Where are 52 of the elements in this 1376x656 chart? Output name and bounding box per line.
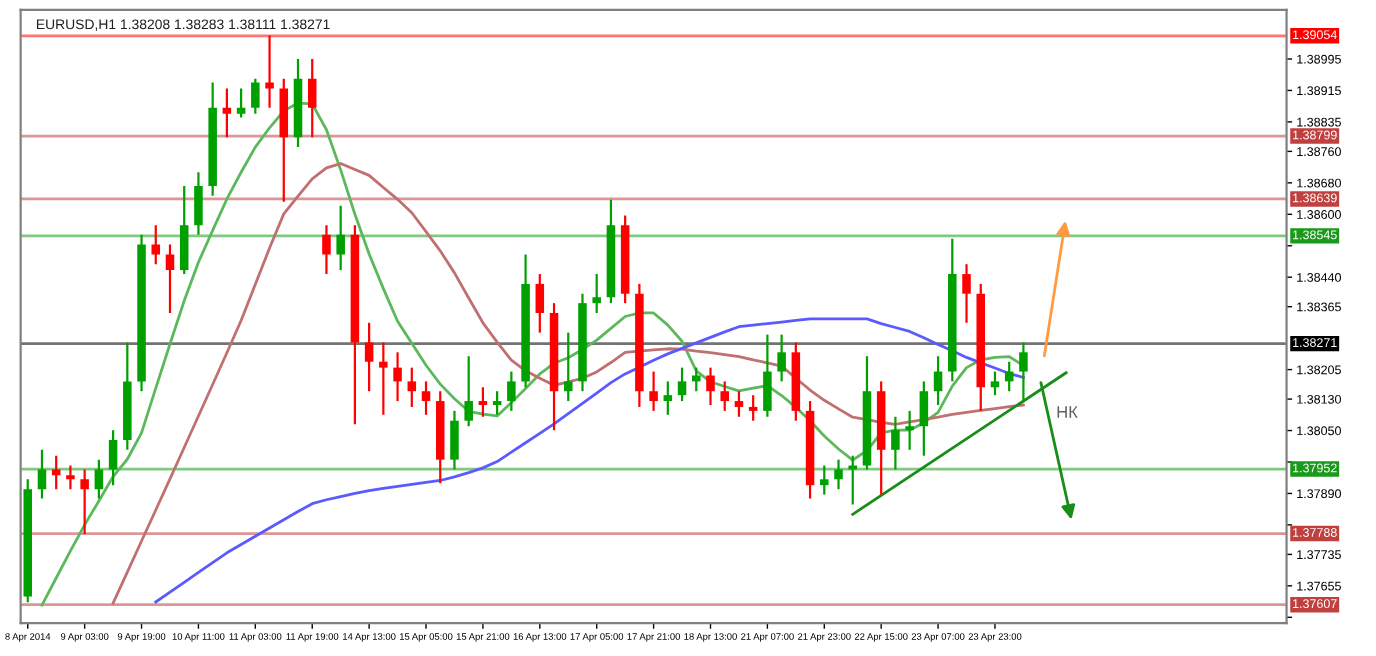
candlestick [421,380,431,416]
candlestick [905,409,914,451]
candlestick [663,380,673,416]
line-series [154,317,1025,604]
candlestick [592,272,601,315]
candlestick [535,272,545,334]
candlestick [706,366,715,407]
candlestick [407,366,417,409]
candlestick [720,380,729,412]
candlestick [990,370,1000,397]
candlestick [51,454,61,491]
candlestick [507,370,516,412]
candlestick [108,429,118,487]
candlestick [891,415,900,471]
candlestick [692,366,701,393]
candlestick [820,464,829,496]
candlestick [80,468,89,536]
candlestick [933,355,943,407]
candlestick [563,331,573,403]
candlestick [364,321,374,393]
candlestick [194,171,203,236]
candlestick [777,333,786,383]
candlestick [478,386,488,418]
annotation: НК [1057,406,1078,418]
candlestick [66,464,75,491]
candlestick [322,224,331,276]
candlestick [492,390,502,416]
candlestick [834,458,843,491]
candlestick [464,355,473,428]
candlestick [450,409,459,471]
candlestick [379,341,388,416]
candlestick [336,204,345,272]
candlestick [748,394,758,422]
candlestick [222,87,232,139]
candlestick [307,57,317,139]
candlestick [919,380,929,457]
candlestick [94,458,104,500]
candlestick [649,370,658,412]
candlestick [677,366,687,403]
candlestick [165,243,175,315]
candlestick [151,224,161,266]
candlestick [179,184,189,276]
candlestick [265,34,274,109]
line-series [111,162,1025,605]
candlestick [734,390,744,418]
candlestick [37,448,47,500]
candlestick [393,351,402,403]
candlestick [236,87,246,119]
candlestick [763,333,772,418]
candlestick [962,263,971,324]
candlestick [1019,341,1028,403]
candlestick [251,77,260,115]
